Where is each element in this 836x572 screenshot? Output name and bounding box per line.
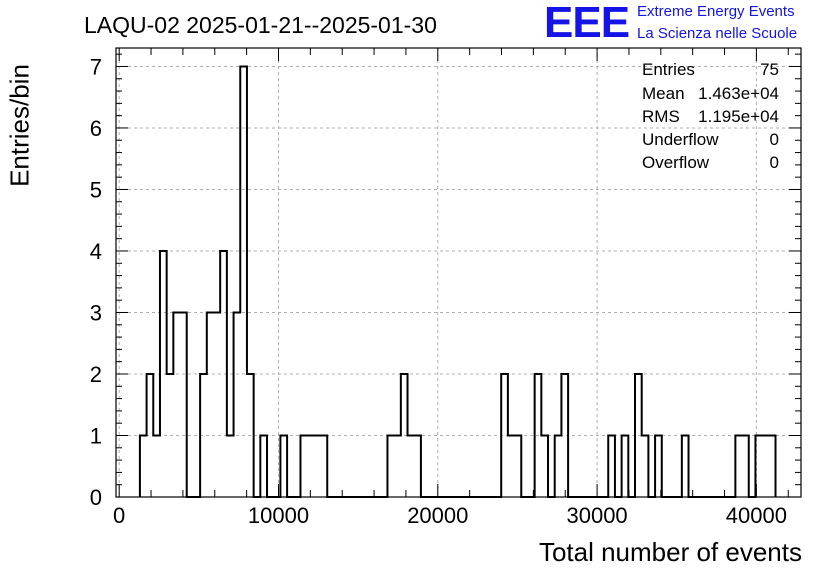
histogram-bin-28 bbox=[515, 435, 522, 497]
histogram-bin-18 bbox=[307, 435, 314, 497]
x-tick-label-20000: 20000 bbox=[407, 503, 468, 528]
histogram-bin-21 bbox=[387, 435, 394, 497]
histogram-bin-24 bbox=[408, 435, 415, 497]
y-tick-label-7: 7 bbox=[90, 54, 102, 79]
histogram-bin-8 bbox=[207, 312, 214, 497]
histogram-bin-17 bbox=[300, 435, 307, 497]
histogram-bin-13 bbox=[240, 66, 247, 497]
stat-label-rms: RMS bbox=[642, 107, 680, 126]
eee-logo: EEE bbox=[544, 0, 630, 47]
histogram-bin-0 bbox=[140, 435, 147, 497]
stat-value-rms: 1.195e+04 bbox=[698, 107, 779, 126]
histogram-bin-20 bbox=[321, 435, 328, 497]
histogram-bin-38 bbox=[682, 435, 689, 497]
histogram-bin-2 bbox=[153, 435, 160, 497]
stat-value-overflow: 0 bbox=[769, 153, 779, 172]
histogram-bin-37 bbox=[655, 435, 662, 497]
logo-line-2: La Scienza nelle Scuole bbox=[637, 25, 798, 42]
y-tick-label-3: 3 bbox=[90, 300, 102, 325]
histogram-bin-6 bbox=[180, 312, 187, 497]
histogram-bin-22 bbox=[394, 435, 401, 497]
chart-title: LAQU-02 2025-01-21--2025-01-30 bbox=[84, 12, 437, 38]
histogram-bin-43 bbox=[769, 435, 776, 497]
stat-label-underflow: Underflow bbox=[642, 130, 719, 149]
histogram-bin-16 bbox=[280, 435, 287, 497]
y-tick-label-4: 4 bbox=[90, 239, 102, 264]
x-tick-label-0: 0 bbox=[113, 503, 125, 528]
x-tick-label-40000: 40000 bbox=[726, 503, 787, 528]
y-tick-label-1: 1 bbox=[90, 423, 102, 448]
histogram-bin-33 bbox=[608, 435, 615, 497]
stat-value-underflow: 0 bbox=[769, 130, 779, 149]
stat-label-overflow: Overflow bbox=[642, 153, 710, 172]
histogram-bin-34 bbox=[622, 435, 629, 497]
histogram-bin-25 bbox=[414, 435, 421, 497]
y-tick-label-5: 5 bbox=[90, 177, 102, 202]
y-tick-label-6: 6 bbox=[90, 116, 102, 141]
stat-label-entries: Entries bbox=[642, 60, 695, 79]
plot-frame bbox=[115, 47, 802, 498]
x-tick-label-10000: 10000 bbox=[248, 503, 309, 528]
histogram-bin-39 bbox=[735, 435, 742, 497]
histogram-bin-31 bbox=[555, 435, 562, 497]
histogram-bin-42 bbox=[762, 435, 769, 497]
histogram-bin-19 bbox=[314, 435, 321, 497]
histogram-bin-27 bbox=[508, 435, 515, 497]
stat-value-entries: 75 bbox=[760, 60, 779, 79]
histogram-bin-11 bbox=[227, 435, 234, 497]
histogram-bin-12 bbox=[234, 312, 241, 497]
stat-value-mean: 1.463e+04 bbox=[698, 84, 779, 103]
histogram-bin-36 bbox=[642, 435, 649, 497]
logo-line-1: Extreme Energy Events bbox=[637, 3, 795, 20]
x-axis-label: Total number of events bbox=[538, 537, 802, 567]
y-tick-label-2: 2 bbox=[90, 362, 102, 387]
histogram-bin-5 bbox=[173, 312, 180, 497]
histogram-bin-9 bbox=[213, 312, 220, 497]
x-tick-label-30000: 30000 bbox=[566, 503, 627, 528]
histogram-bin-15 bbox=[260, 435, 267, 497]
histogram-bin-30 bbox=[541, 435, 548, 497]
stat-label-mean: Mean bbox=[642, 84, 685, 103]
y-tick-label-0: 0 bbox=[90, 485, 102, 510]
histogram-bin-40 bbox=[742, 435, 749, 497]
